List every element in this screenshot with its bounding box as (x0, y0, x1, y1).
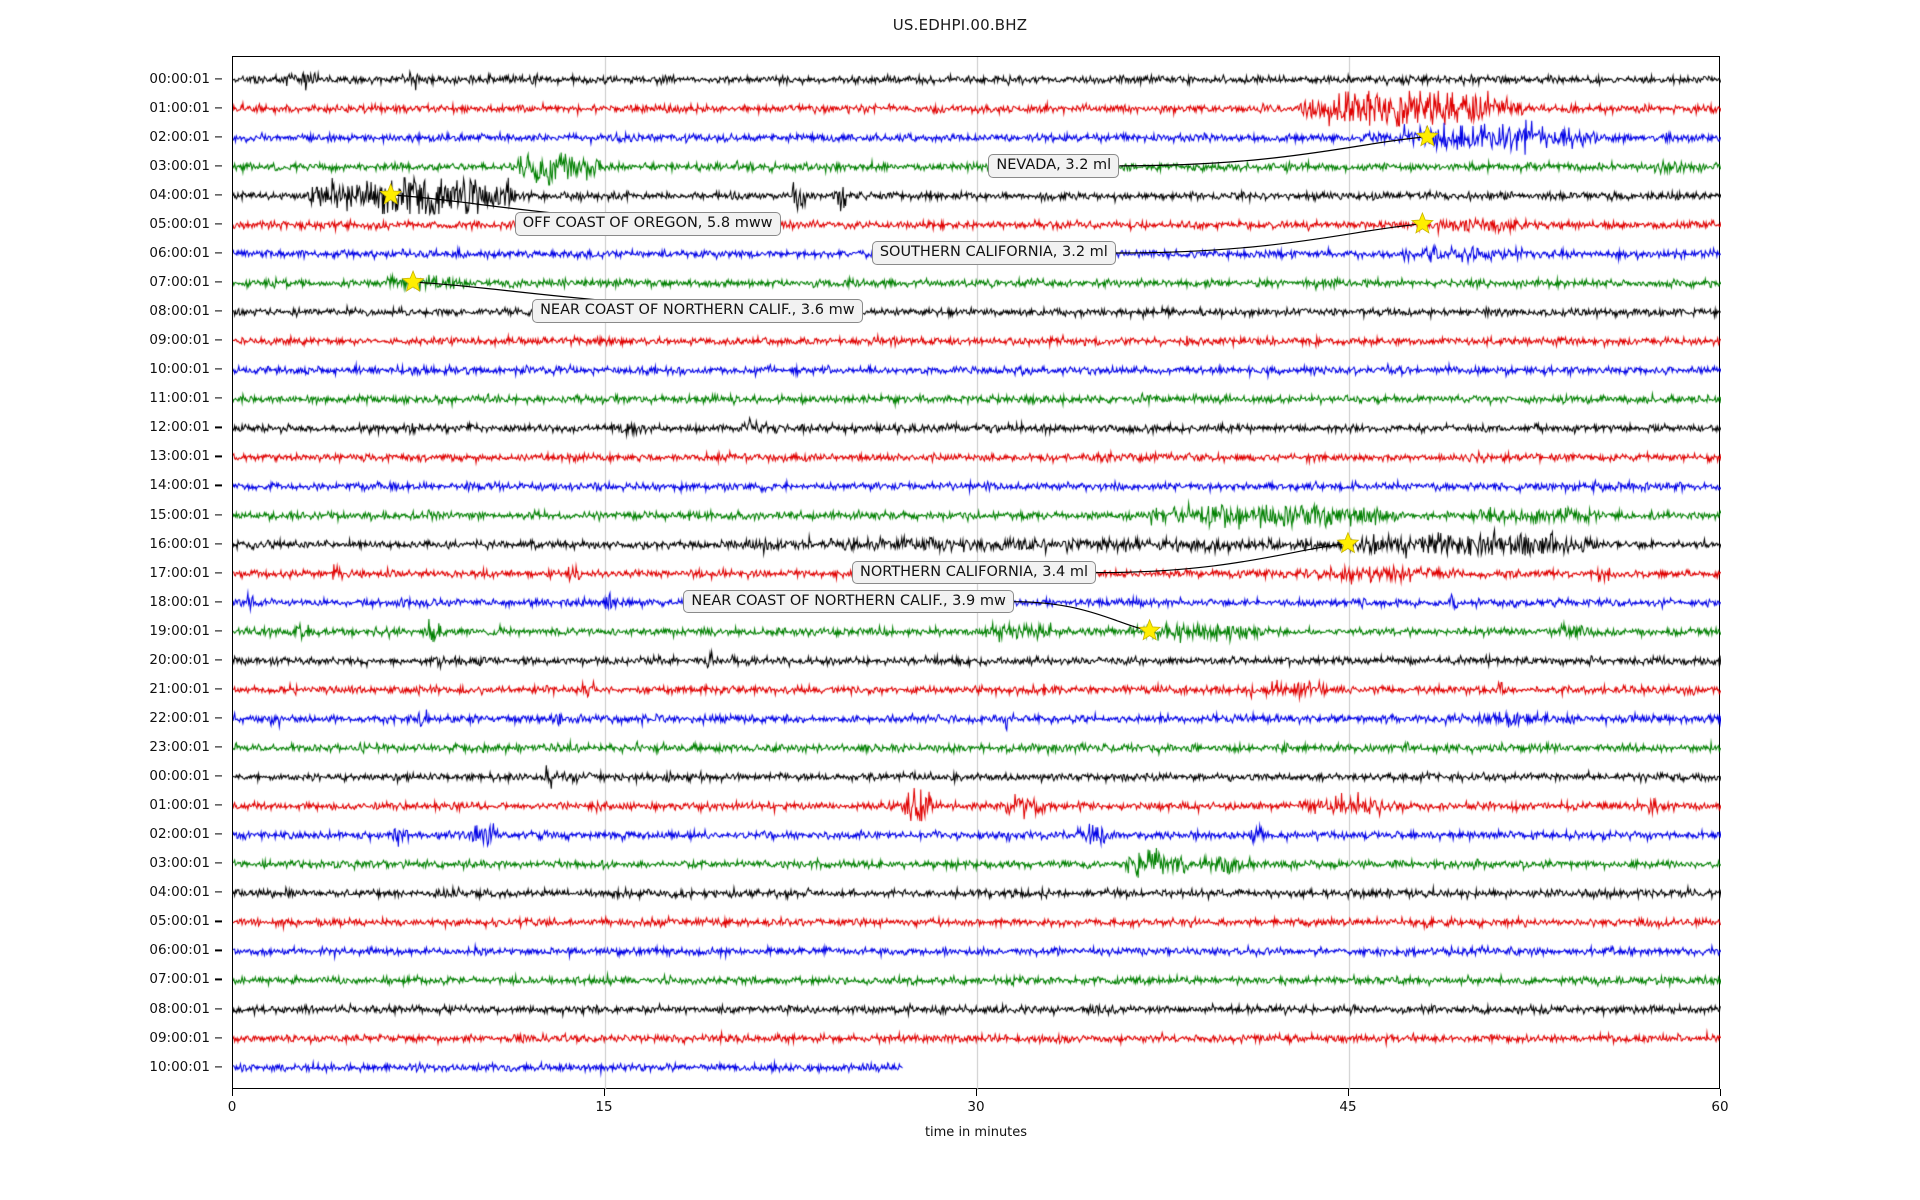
y-axis-tick-label: 05:00:01 (149, 215, 210, 232)
x-axis-tick (976, 1089, 978, 1096)
y-axis-tick-label: 04:00:01 (149, 186, 210, 203)
y-axis-tick (215, 1007, 222, 1010)
y-axis-tick (215, 455, 222, 457)
y-axis-tick (215, 165, 222, 167)
y-axis-tick (215, 1036, 222, 1039)
y-axis-tick (215, 833, 222, 835)
x-axis-tick-label: 15 (595, 1099, 613, 1115)
y-axis-tick (215, 717, 222, 719)
y-axis-tick-label: 13:00:01 (149, 448, 210, 465)
y-axis-tick-label: 07:00:01 (149, 274, 210, 291)
y-axis-tick (215, 194, 222, 196)
y-axis-tick (215, 484, 222, 487)
y-axis-tick (215, 107, 222, 109)
y-axis-tick-label: 01:00:01 (149, 99, 210, 116)
y-axis-tick (215, 891, 222, 893)
y-axis-tick (215, 368, 222, 370)
y-axis-tick (215, 775, 222, 777)
y-axis-tick-label: 08:00:01 (149, 1000, 210, 1017)
y-axis-tick-label: 06:00:01 (149, 942, 210, 959)
y-axis-tick-label: 02:00:01 (149, 826, 210, 843)
y-axis-labels: 00:00:01 01:00:01 02:00:01 03:00:01 04:00:01… (0, 56, 222, 1089)
y-axis-tick (215, 513, 222, 516)
event-annotation: OFF COAST OF OREGON, 5.8 mww (514, 211, 781, 236)
y-axis-tick-label: 22:00:01 (149, 709, 210, 726)
y-axis-tick (215, 688, 222, 690)
y-axis-tick-label: 16:00:01 (149, 535, 210, 552)
y-axis-tick-label: 01:00:01 (149, 797, 210, 814)
y-axis-tick-label: 23:00:01 (149, 738, 210, 755)
plot-area (232, 56, 1721, 1090)
y-axis-tick (215, 572, 222, 574)
y-axis-tick-label: 10:00:01 (149, 1058, 210, 1075)
event-annotation: NORTHERN CALIFORNIA, 3.4 ml (852, 560, 1097, 585)
y-axis-tick (215, 339, 222, 341)
y-axis-tick-label: 21:00:01 (149, 680, 210, 697)
y-axis-tick (215, 281, 222, 283)
x-axis-tick-label: 0 (227, 1099, 237, 1115)
y-axis-tick-label: 07:00:01 (149, 971, 210, 988)
event-annotation: NEAR COAST OF NORTHERN CALIF., 3.6 mw (532, 299, 863, 323)
x-axis-tick (604, 1089, 606, 1096)
event-annotation: NEAR COAST OF NORTHERN CALIF., 3.9 mw (683, 589, 1014, 614)
y-axis-tick (215, 252, 222, 254)
y-axis-tick-label: 05:00:01 (149, 913, 210, 930)
y-axis-tick (215, 746, 222, 748)
y-axis-tick (215, 397, 222, 399)
y-axis-tick (215, 804, 222, 806)
y-axis-tick-label: 03:00:01 (149, 157, 210, 174)
y-axis-tick-label: 17:00:01 (149, 564, 210, 581)
y-axis-tick (215, 136, 222, 138)
y-axis-tick-label: 08:00:01 (149, 303, 210, 320)
x-axis-tick-label: 30 (967, 1099, 985, 1115)
page-title: US.EDHPI.00.BHZ (892, 16, 1028, 34)
y-axis-tick-label: 19:00:01 (149, 622, 210, 639)
y-axis-tick-label: 04:00:01 (149, 884, 210, 901)
y-axis-tick-label: 14:00:01 (149, 477, 210, 494)
x-axis-tick (232, 1089, 234, 1096)
y-axis-tick (215, 920, 222, 922)
y-axis-tick (215, 223, 222, 225)
y-axis-tick-label: 18:00:01 (149, 593, 210, 610)
y-axis-tick (215, 310, 222, 312)
y-axis-tick (215, 659, 222, 661)
y-axis-tick-label: 00:00:01 (149, 70, 210, 87)
y-axis-tick-label: 06:00:01 (149, 245, 210, 261)
event-annotation: SOUTHERN CALIFORNIA, 3.2 ml (871, 241, 1116, 265)
x-axis-title: time in minutes (924, 1125, 1028, 1140)
y-axis-tick (215, 426, 222, 428)
y-axis-tick-label: 03:00:01 (149, 855, 210, 872)
x-axis-tick-label: 45 (1339, 1099, 1357, 1115)
y-axis-tick (215, 601, 222, 603)
x-axis-tick (1720, 1089, 1722, 1096)
x-axis-tick (1348, 1089, 1350, 1096)
y-axis-tick-label: 10:00:01 (149, 361, 210, 378)
y-axis-tick (215, 630, 222, 632)
y-axis-tick (215, 78, 222, 80)
y-axis-tick (215, 1066, 222, 1068)
y-axis-tick-label: 11:00:01 (149, 390, 210, 407)
y-axis-tick-label: 15:00:01 (149, 506, 210, 523)
x-axis: time in minutes 0 15 30 45 60 (228, 1089, 1729, 1159)
y-axis-tick (215, 949, 222, 951)
y-axis-tick-label: 12:00:01 (149, 419, 210, 436)
y-axis-tick (215, 978, 222, 981)
event-annotation: NEVADA, 3.2 ml (988, 153, 1120, 178)
y-axis-tick-label: 09:00:01 (149, 332, 210, 349)
y-axis-tick-label: 20:00:01 (149, 651, 210, 668)
x-axis-tick-label: 60 (1711, 1099, 1729, 1115)
y-axis-tick-label: 09:00:01 (149, 1029, 210, 1046)
y-axis-tick (215, 862, 222, 864)
y-axis-tick-label: 02:00:01 (149, 128, 210, 145)
y-axis-tick-label: 00:00:01 (149, 768, 210, 785)
y-axis-tick (215, 542, 222, 545)
